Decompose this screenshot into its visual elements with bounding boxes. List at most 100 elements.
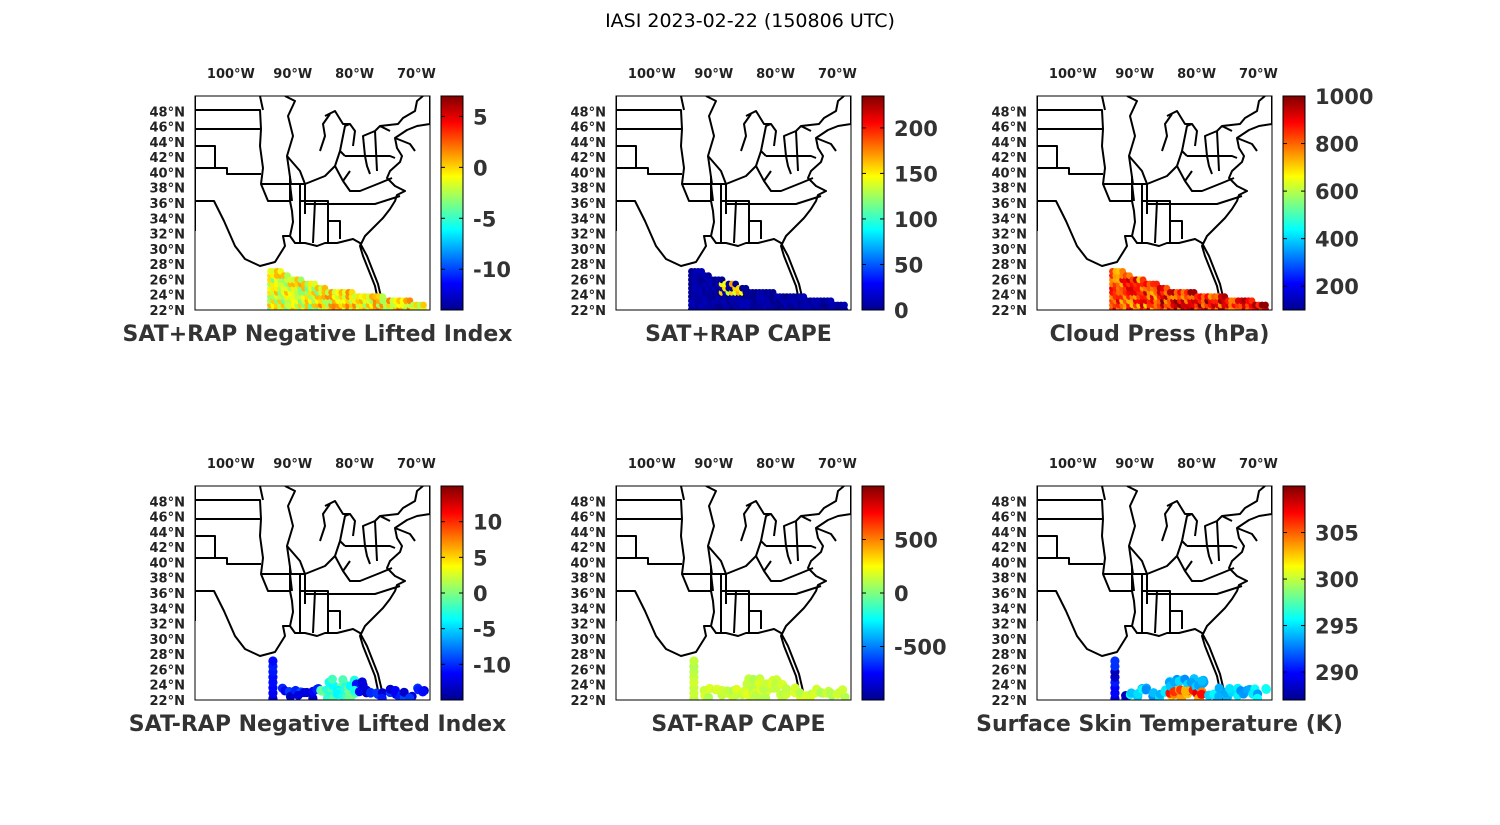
colorbar-tick-label: 200 <box>894 117 938 141</box>
colorbar-tick-label: 600 <box>1315 180 1359 204</box>
lat-tick-label: 36°N <box>150 587 185 602</box>
lat-tick-label: 26°N <box>992 273 1027 288</box>
colorbar-tick-label: 400 <box>1315 228 1359 252</box>
colorbar-tick-label: 200 <box>1315 275 1359 299</box>
sounding-point <box>1252 693 1263 700</box>
lat-tick-label: 34°N <box>571 212 606 227</box>
sounding-point <box>1196 689 1207 699</box>
lat-tick-label: 42°N <box>571 541 606 556</box>
lat-tick-label: 26°N <box>571 273 606 288</box>
lat-tick-label: 22°N <box>992 694 1027 709</box>
panel-title: Cloud Press (hPa) <box>1050 322 1270 347</box>
lat-tick-label: 44°N <box>571 136 606 151</box>
colorbar-tick-label: 5 <box>473 546 488 570</box>
panel-title: SAT+RAP Negative Lifted Index <box>123 322 513 347</box>
lat-tick-label: 26°N <box>150 663 185 678</box>
sounding-point <box>1141 685 1151 695</box>
colorbar: 200 400 600 800 1000 <box>1282 85 1373 311</box>
sounding-point <box>837 685 848 695</box>
colorbar: -10 -5 0 5 10 <box>440 485 511 701</box>
sounding-point <box>377 693 387 700</box>
lat-tick-label: 44°N <box>992 526 1027 541</box>
lat-tick-label: 30°N <box>150 633 185 648</box>
figure-title: IASI 2023-02-22 (150806 UTC) <box>605 10 895 32</box>
colorbar-tick-label: -5 <box>473 618 496 642</box>
lat-tick-label: 38°N <box>150 572 185 587</box>
lat-tick-label: 48°N <box>992 105 1027 120</box>
lat-tick-label: 22°N <box>571 694 606 709</box>
map-panel: 100°W 90°W 80°W 70°W 48°N46°N44°N42°N40°N38°… <box>571 67 938 347</box>
colorbar-tick-label: 0 <box>894 299 909 323</box>
colorbar-tick-label: 5 <box>473 105 488 129</box>
lat-tick-label: 42°N <box>992 541 1027 556</box>
lon-tick-label: 80°W <box>1177 457 1216 472</box>
colorbar-tick-label: -10 <box>473 653 511 677</box>
lon-tick-label: 80°W <box>756 67 795 82</box>
lat-tick-label: 46°N <box>992 511 1027 526</box>
sounding-point <box>1214 683 1224 693</box>
lat-tick-label: 38°N <box>992 572 1027 587</box>
lon-tick-label: 90°W <box>273 67 312 82</box>
lat-tick-label: 24°N <box>571 679 606 694</box>
lat-tick-label: 48°N <box>150 105 185 120</box>
colorbar-tick-label: 0 <box>473 156 488 180</box>
lon-tick-label: 100°W <box>1049 457 1097 472</box>
colorbar-tick-label: 300 <box>1315 568 1359 592</box>
lat-tick-label: 32°N <box>992 618 1027 633</box>
lon-tick-label: 90°W <box>1115 67 1154 82</box>
sounding-point <box>399 687 409 697</box>
panel-title: SAT+RAP CAPE <box>645 322 832 347</box>
lat-tick-label: 34°N <box>571 602 606 617</box>
lat-tick-label: 46°N <box>150 511 185 526</box>
map-panel: 100°W 90°W 80°W 70°W 48°N46°N44°N42°N40°N38°… <box>123 67 513 347</box>
lat-tick-label: 24°N <box>150 289 185 304</box>
sounding-point <box>781 684 791 694</box>
lat-tick-label: 48°N <box>571 105 606 120</box>
lat-tick-label: 36°N <box>150 197 185 212</box>
sounding-point <box>1262 301 1269 309</box>
map-panel: 100°W 90°W 80°W 70°W 48°N46°N44°N42°N40°N38°… <box>129 457 511 737</box>
lat-tick-label: 42°N <box>150 151 185 166</box>
lat-tick-label: 30°N <box>571 243 606 258</box>
sounding-point <box>761 693 771 700</box>
lat-tick-label: 46°N <box>571 511 606 526</box>
lon-tick-label: 100°W <box>628 67 676 82</box>
sounding-point <box>420 301 427 309</box>
panel-title: SAT-RAP Negative Lifted Index <box>129 712 506 737</box>
lon-tick-label: 70°W <box>397 457 436 472</box>
lon-tick-label: 100°W <box>628 457 676 472</box>
colorbar-tick-label: 150 <box>894 162 938 186</box>
colorbar-tick-label: 500 <box>894 529 938 553</box>
lat-tick-label: 24°N <box>992 679 1027 694</box>
lon-tick-label: 80°W <box>335 67 374 82</box>
colorbar-tick-label: -500 <box>894 636 947 660</box>
lat-tick-label: 42°N <box>992 151 1027 166</box>
colorbar: 290 295 300 305 <box>1282 485 1359 701</box>
sounding-point <box>268 656 278 666</box>
lat-tick-label: 48°N <box>571 495 606 510</box>
map-panel: 100°W 90°W 80°W 70°W 48°N46°N44°N42°N40°N38°… <box>976 457 1359 737</box>
lon-tick-label: 70°W <box>1239 67 1278 82</box>
lat-tick-label: 32°N <box>992 228 1027 243</box>
lat-tick-label: 32°N <box>150 618 185 633</box>
colorbar-tick-label: -10 <box>473 258 511 282</box>
lat-tick-label: 28°N <box>150 648 185 663</box>
lat-tick-label: 36°N <box>571 197 606 212</box>
lon-tick-label: 100°W <box>1049 67 1097 82</box>
lat-tick-label: 30°N <box>992 633 1027 648</box>
lat-tick-label: 24°N <box>992 289 1027 304</box>
sounding-point <box>731 684 742 694</box>
sounding-point <box>1197 676 1207 686</box>
panel-title: Surface Skin Temperature (K) <box>976 712 1343 737</box>
lat-tick-label: 22°N <box>150 694 185 709</box>
sounding-point <box>299 687 309 698</box>
lat-tick-label: 34°N <box>992 212 1027 227</box>
lat-tick-label: 32°N <box>571 618 606 633</box>
lon-tick-label: 80°W <box>756 457 795 472</box>
sounding-point <box>1225 683 1235 694</box>
lat-tick-label: 40°N <box>992 166 1027 181</box>
lat-tick-label: 38°N <box>571 572 606 587</box>
colorbar-tick-label: 295 <box>1315 615 1359 639</box>
lat-tick-label: 38°N <box>150 182 185 197</box>
